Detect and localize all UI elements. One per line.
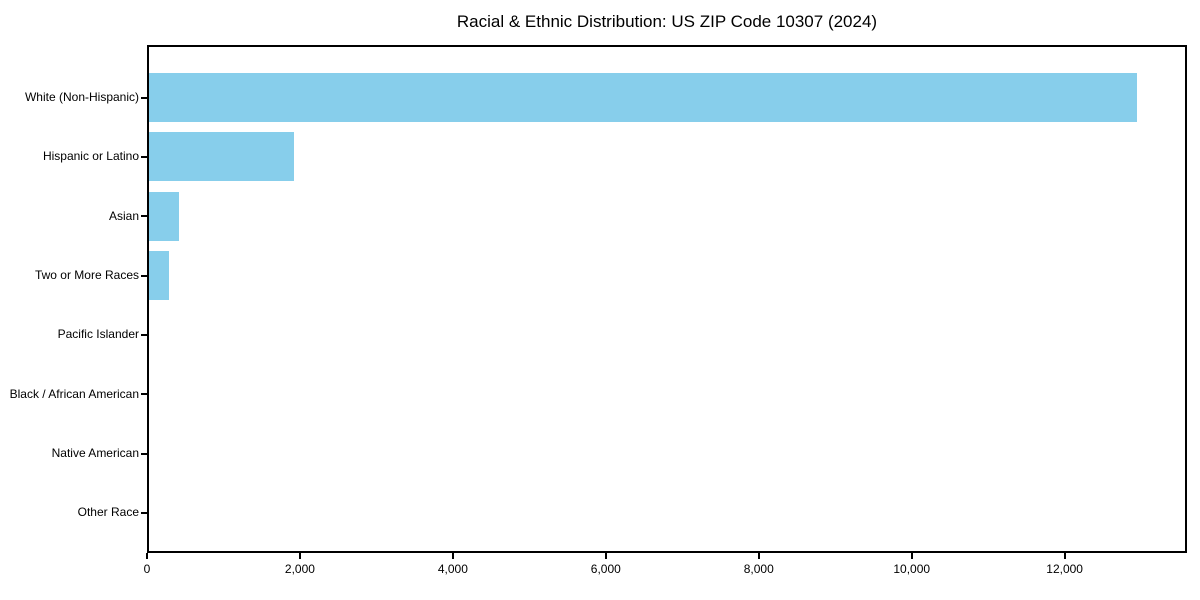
chart-title: Racial & Ethnic Distribution: US ZIP Cod… <box>456 12 878 31</box>
y-tick-mark <box>141 511 147 514</box>
y-axis-label-pacific-islander: Pacific Islander <box>57 327 139 342</box>
x-tick-mark <box>910 553 913 559</box>
x-tick-mark <box>1063 553 1066 559</box>
y-axis-label-native-american: Native American <box>51 446 139 461</box>
x-axis-tick-label: 6,000 <box>590 562 621 576</box>
y-tick-mark <box>141 393 147 396</box>
bar-white-non-hispanic <box>149 73 1137 122</box>
y-tick-mark <box>141 333 147 336</box>
y-tick-mark <box>141 452 147 455</box>
x-axis-tick-label: 2,000 <box>284 562 315 576</box>
x-tick-mark <box>451 553 454 559</box>
plot-area <box>147 45 1187 553</box>
y-tick-mark <box>141 215 147 218</box>
x-axis-tick-label: 12,000 <box>1046 562 1083 576</box>
y-tick-mark <box>141 155 147 158</box>
y-tick-mark <box>141 274 147 277</box>
y-axis-label-hispanic-or-latino: Hispanic or Latino <box>42 149 139 164</box>
bar-asian <box>149 191 180 241</box>
x-tick-mark <box>757 553 760 559</box>
x-axis-tick-label: 0 <box>143 562 151 576</box>
y-axis-label-white-non-hispanic: White (Non-Hispanic) <box>24 90 139 104</box>
y-axis-label-two-or-more-races: Two or More Races <box>34 268 139 283</box>
y-axis-label-other-race: Other Race <box>77 505 139 520</box>
x-tick-mark <box>298 553 301 559</box>
x-axis-tick-label: 10,000 <box>893 562 931 576</box>
x-axis-tick-label: 8,000 <box>743 562 774 576</box>
x-tick-mark <box>146 553 148 559</box>
y-axis-label-black-african-american: Black / African American <box>9 386 139 401</box>
x-axis-tick-label: 4,000 <box>437 562 468 576</box>
x-tick-mark <box>604 553 607 559</box>
y-axis-label-asian: Asian <box>108 208 139 223</box>
bar-two-or-more-races <box>149 251 170 301</box>
y-tick-mark <box>141 96 147 99</box>
bar-hispanic-or-latino <box>149 132 294 182</box>
